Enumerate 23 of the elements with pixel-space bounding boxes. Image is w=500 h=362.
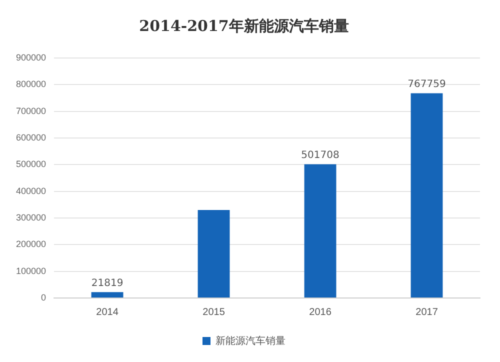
y-tick-label: 500000 <box>16 159 46 170</box>
y-tick-label: 300000 <box>16 212 46 222</box>
x-tick-label: 2017 <box>416 306 438 318</box>
y-tick-label: 400000 <box>16 186 46 196</box>
data-label: 21819 <box>91 278 124 289</box>
y-tick-label: 100000 <box>16 266 46 276</box>
bar <box>198 210 230 298</box>
y-tick-label: 900000 <box>16 52 46 62</box>
y-tick-label: 200000 <box>16 239 46 250</box>
legend-label: 新能源汽车销量 <box>216 334 286 347</box>
y-tick-label: 700000 <box>16 106 46 116</box>
y-tick-label: 0 <box>41 292 46 302</box>
data-label: 501708 <box>301 150 340 161</box>
x-tick-label: 2015 <box>202 306 226 318</box>
y-tick-label: 600000 <box>16 132 46 142</box>
x-tick-label: 2016 <box>309 306 332 318</box>
bar <box>410 93 443 298</box>
chart-title: 2014-2017年新能源汽车销量 <box>139 16 349 35</box>
bar <box>91 292 124 298</box>
x-tick-label: 2014 <box>96 306 119 318</box>
data-label: 767759 <box>408 78 446 90</box>
y-tick-label: 800000 <box>16 79 46 90</box>
bar <box>304 164 336 298</box>
